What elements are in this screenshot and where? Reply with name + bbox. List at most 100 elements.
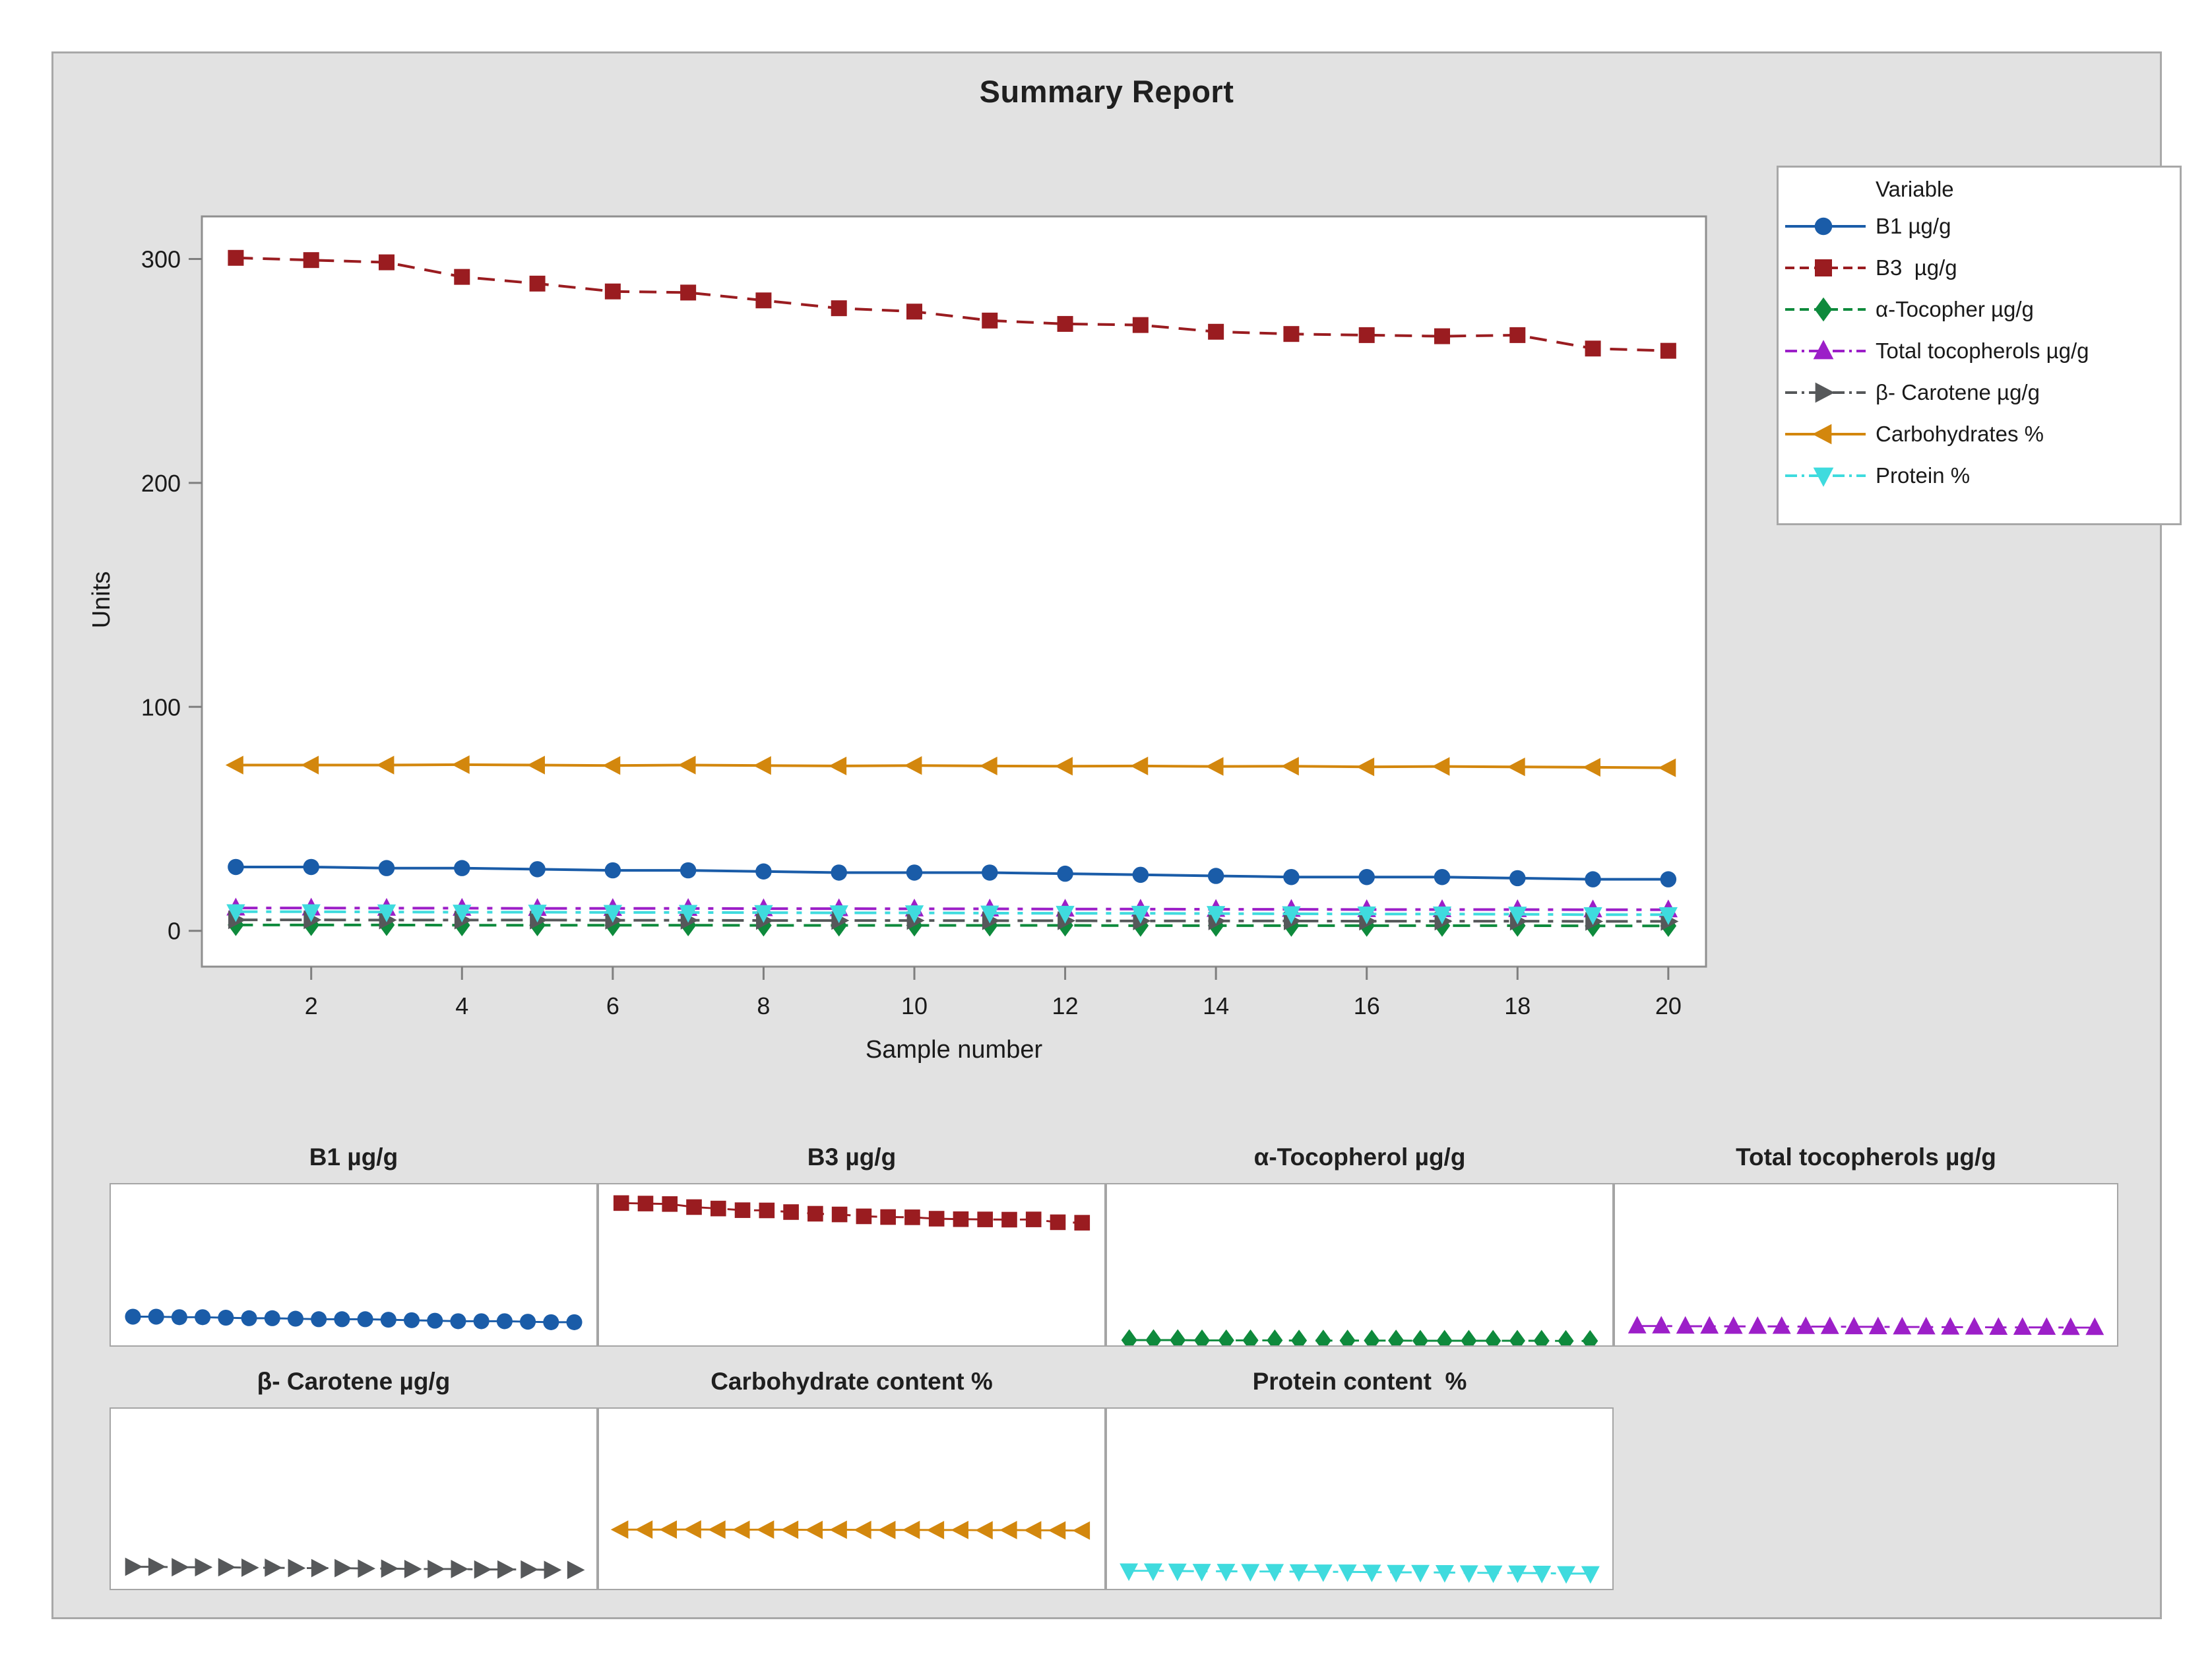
sparkline-marker [635,1520,653,1539]
sparkline-marker [1338,1564,1357,1582]
legend-swatch [1785,340,1866,360]
sparkline-marker [805,1520,823,1539]
sparkline-marker [403,1312,420,1328]
legend-entry-label: β- Carotene µg/g [1876,380,2040,404]
sparkline-marker [1388,1330,1405,1345]
series-marker [1659,907,1678,925]
series-2 [228,249,1676,359]
series-line [236,918,1668,923]
series-marker [1585,871,1601,887]
series-marker [602,756,621,775]
x-tick-label: 18 [1504,992,1531,1019]
legend-swatch [1785,467,1866,487]
sparkline-marker [759,1202,775,1219]
plot-area [201,215,1707,968]
sparkline-marker [241,1558,259,1577]
legend-entry: Protein % [1779,455,2180,496]
x-tick-label: 4 [455,992,468,1019]
y-axis-ticks: 0 100 200 300 [141,245,202,945]
mini-panel-plot [1106,1407,1614,1590]
sparkline-marker [1364,1330,1380,1345]
sparkline-marker [311,1311,327,1328]
series-marker [755,863,772,880]
mini-panel: Carbohydrate content % [598,1368,1106,1590]
series-marker [301,904,321,922]
sparkline-marker [218,1558,236,1577]
series-marker [1132,317,1149,333]
series-line [236,923,1668,928]
mini-panel: Protein content % [1106,1368,1614,1590]
series-marker [303,858,319,876]
series-marker [604,283,621,300]
series-marker [680,284,697,301]
sparkline-marker [1023,1521,1042,1540]
sparkline-marker [1989,1317,2008,1335]
sparkline-marker [999,1520,1017,1539]
series-marker [678,905,698,923]
sparkline-marker [566,1314,583,1330]
mini-panel-plot [598,1407,1106,1590]
sparkline-marker [613,1195,629,1211]
series-marker [906,304,922,320]
sparkline-marker [1652,1316,1671,1333]
sparkline-marker [1315,1330,1331,1345]
sparkline-marker [1820,1316,1839,1334]
mini-panel: B3 µg/g [598,1143,1106,1347]
sparkline-marker [734,1202,751,1218]
sparkline-marker [334,1311,350,1328]
sparkline-marker [1218,1329,1234,1345]
sparkline-marker [264,1310,280,1326]
sparkline-marker [148,1557,166,1576]
legend-swatch [1785,424,1866,445]
sparkline-marker [380,1312,396,1328]
sparkline-marker [807,1205,823,1222]
sparkline-marker [171,1309,187,1326]
sparkline-marker [1459,1565,1478,1583]
series-marker [529,861,546,878]
sparkline-marker [381,1559,399,1578]
series-marker [678,755,696,775]
sparkline-marker [287,1310,304,1327]
mini-panel-plot [110,1183,598,1347]
series-marker [829,905,848,924]
sparkline-marker [662,1196,678,1212]
sparkline-marker [2085,1317,2104,1335]
sparkline-marker [1050,1214,1066,1231]
series-marker [1432,757,1450,776]
sparkline-marker [1412,1330,1428,1345]
series-marker [528,905,547,923]
triangle-right-icon [1815,382,1835,403]
sparkline-marker [1916,1316,1936,1335]
series-marker [906,864,923,881]
series-marker [1054,757,1073,776]
sparkline-marker [427,1312,443,1329]
sparkline-marker [1025,1211,1042,1227]
series-marker [831,864,847,881]
legend-entry: β- Carotene µg/g [1779,372,2180,413]
sparkline-marker [1676,1316,1695,1334]
mini-panel-title: β- Carotene µg/g [257,1368,451,1395]
series-marker [1205,757,1224,776]
series-marker [980,905,999,924]
sparkline-marker [543,1314,559,1330]
legend-entry: B1 µg/g [1779,206,2180,247]
sparkline-marker [1192,1564,1211,1582]
sparkline-marker [856,1208,872,1225]
sparkline-marker [1965,1317,1984,1335]
sparkline-marker [854,1520,871,1539]
sparkline-marker [451,1560,469,1578]
legend-swatch [1785,259,1866,276]
series-marker [603,905,623,923]
legend-entry: α-Tocopher µg/g [1779,289,2180,330]
sparkline-marker [404,1560,422,1578]
sparkline-marker [1582,1330,1598,1345]
sparkline-marker [473,1313,490,1330]
series-marker [451,755,470,775]
series-marker [1056,905,1075,924]
series-marker [1131,905,1151,924]
series-marker [301,755,319,775]
diamond-icon [1814,297,1833,322]
sparkline-marker [125,1308,141,1325]
main-chart: 0 100 200 300 2 4 6 8 10 12 14 16 18 20 Units Sample… [88,215,1707,1064]
sparkline-marker [1772,1316,1791,1334]
